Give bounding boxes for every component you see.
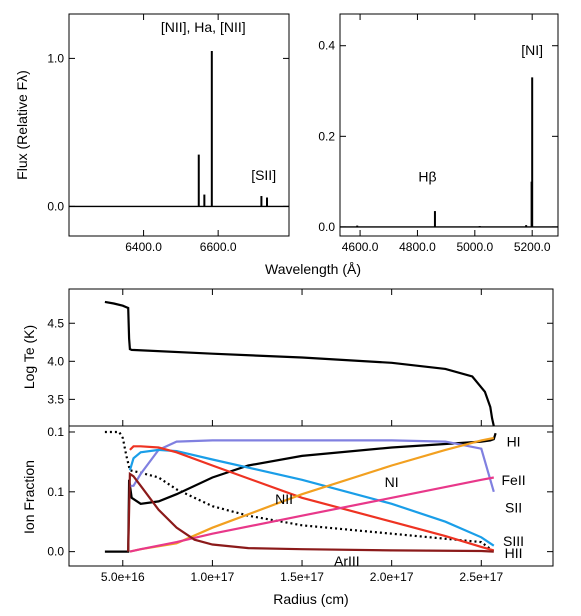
y-tick-label: 3.5 xyxy=(47,392,64,406)
temperature-panel: 3.5 4.0 4.5 Log Te (K) xyxy=(21,288,554,427)
x-tick-label: 5.0e+16 xyxy=(101,570,145,584)
wavelength-axis-label: Wavelength (Å) xyxy=(265,261,361,277)
ion-fraction-axis-label: Ion Fraction xyxy=(21,460,37,534)
log-te-axis-label: Log Te (K) xyxy=(21,325,37,389)
y-tick-label: 0.0 xyxy=(318,220,335,234)
series-line-hii xyxy=(104,430,495,553)
series-label-nii: NII xyxy=(275,491,293,507)
x-tick-label: 6600.0 xyxy=(200,240,237,254)
y-tick-label: 0.1 xyxy=(47,425,64,439)
line-annotation-h: Hβ xyxy=(418,169,436,185)
line-annotation-sii: [SII] xyxy=(251,167,276,183)
line-annotation-nii-ha-nii: [NII], Ha, [NII] xyxy=(161,19,246,35)
y-tick-label: 4.0 xyxy=(47,354,64,368)
line-annotation-ni: [NI] xyxy=(521,42,543,58)
series-line-nii xyxy=(129,445,495,552)
series-label-ni: NI xyxy=(385,474,399,490)
flux-axis-label: Flux (Relative Fλ) xyxy=(14,70,30,180)
x-tick-label: 6400.0 xyxy=(125,240,162,254)
x-tick-label: 2.5e+17 xyxy=(459,570,503,584)
series-label-siii: SIII xyxy=(503,533,524,549)
temperature-line xyxy=(104,300,495,427)
y-tick-label: 0.0 xyxy=(47,199,64,213)
series-label-feii: FeII xyxy=(502,472,526,488)
red-spectrum-frame xyxy=(68,13,290,237)
series-label-hi: HI xyxy=(507,434,521,450)
x-tick-label: 4800.0 xyxy=(399,240,436,254)
series-label-sii: SII xyxy=(505,499,522,515)
radius-axis-label: Radius (cm) xyxy=(273,591,348,607)
x-tick-label: 5200.0 xyxy=(514,240,551,254)
series-line-ariii xyxy=(127,471,494,553)
ion-fraction-frame xyxy=(68,425,554,567)
y-tick-label: 0.2 xyxy=(318,129,335,143)
x-tick-label: 1.5e+17 xyxy=(280,570,324,584)
x-tick-label: 5000.0 xyxy=(456,240,493,254)
series-line-sii xyxy=(129,476,494,553)
x-tick-label: 2.0e+17 xyxy=(370,570,414,584)
y-tick-label: 1.0 xyxy=(47,51,64,65)
blue-spectrum-frame xyxy=(339,13,559,237)
x-tick-label: 4600.0 xyxy=(342,240,379,254)
series-label-ariii: ArIII xyxy=(334,553,360,569)
series-line-feii xyxy=(129,439,495,493)
y-tick-label: 0.1 xyxy=(47,485,64,499)
series-label-hii: HII xyxy=(505,545,523,561)
series-line-siii xyxy=(128,448,495,547)
blue-spectrum-panel: 4600.0 4800.0 5000.0 5200.0 0.0 0.2 0.4 Hβ [NI] xyxy=(318,13,559,254)
ion-fraction-panel: 5.0e+16 1.0e+17 1.5e+17 2.0e+17 2.5e+17 0.0 0.… xyxy=(21,425,554,607)
red-spectrum-panel: 6400.0 6600.0 0.0 1.0 [NII], Ha, [NII] [SII]… xyxy=(14,13,290,254)
y-tick-label: 0.0 xyxy=(47,545,64,559)
y-tick-label: 0.4 xyxy=(318,39,335,53)
x-tick-label: 1.0e+17 xyxy=(191,570,235,584)
y-tick-label: 4.5 xyxy=(47,316,64,330)
